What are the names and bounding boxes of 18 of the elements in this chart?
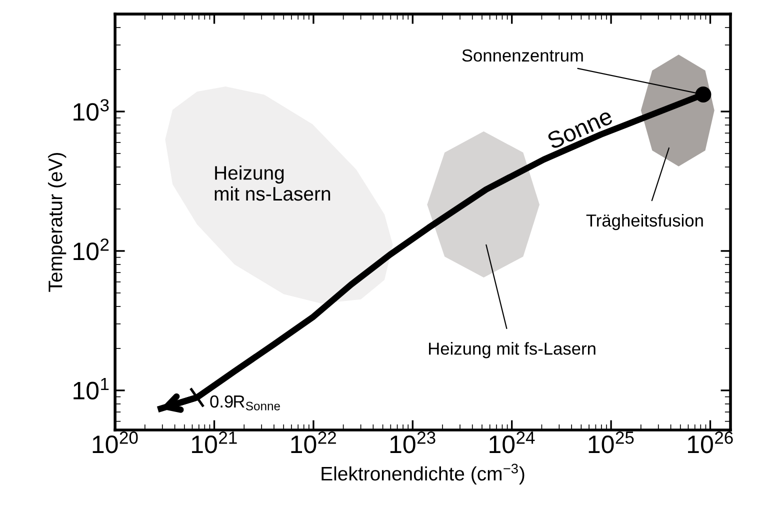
x-tick-label: 10$^{20}$ [92,431,138,454]
x-axis-title: Elektronendichte (cm$^{−3}$) [322,464,524,484]
text: Sonne [546,107,614,150]
annotation: Sonnenzentrum [462,49,583,62]
x-tick-label: 10$^{25}$ [588,431,634,454]
x-tick-label: 10$^{23}$ [390,431,436,454]
annotation: Heizung mit fs-Lasern [429,342,596,358]
annotation: Trägheitsfusion [586,214,703,230]
y-tick-label: 10$^{1}$ [74,378,109,400]
x-tick-label: 10$^{24}$ [490,431,535,454]
x-tick-label: 10$^{26}$ [688,431,733,454]
x-tick-label: 10$^{21}$ [192,431,237,454]
annotation: Heizung mit ns-Lasern [214,165,330,201]
y-tick-label: 10$^{3}$ [74,99,109,121]
y-axis-title: Temperatur (eV) [48,152,66,292]
x-tick-label: 10$^{22}$ [291,431,336,454]
y-tick-label: 10$^{2}$ [74,238,109,260]
annotation: 0.9R$_{Sonne}$ [210,395,280,410]
